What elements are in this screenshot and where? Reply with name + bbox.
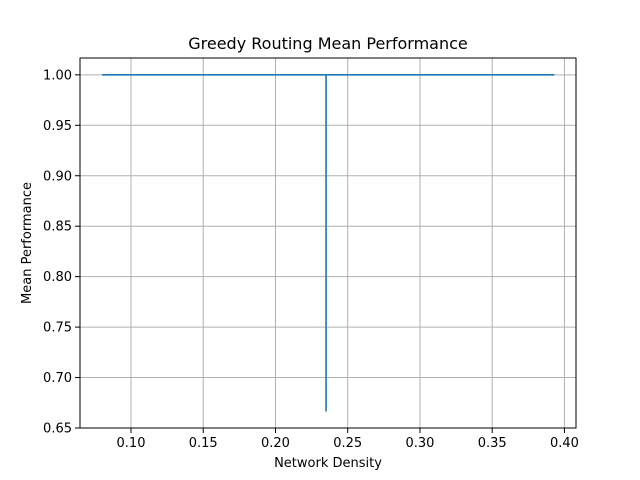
grid-layer	[80, 58, 576, 429]
ticks-layer: 0.10 0.15 0.20 0.25 0.30 0.35 0.40 0.65 0.70 0.75…	[43, 68, 579, 451]
x-tick-label: 0.15	[189, 436, 218, 451]
y-tick-label: 1.00	[43, 68, 72, 83]
y-tick-label: 0.75	[43, 321, 72, 336]
series-layer	[102, 74, 555, 412]
x-axis-label: Network Density	[274, 456, 382, 471]
x-tick-label: 0.40	[550, 436, 579, 451]
y-tick-label: 0.80	[43, 270, 72, 285]
axes-frame	[79, 57, 577, 429]
x-tick-label: 0.20	[261, 436, 290, 451]
x-tick-label: 0.25	[333, 436, 362, 451]
x-tick-label: 0.10	[117, 436, 146, 451]
y-tick-label: 0.90	[43, 169, 72, 184]
y-axis-label: Mean Performance	[20, 182, 35, 304]
y-tick-label: 0.95	[43, 119, 72, 134]
x-tick-label: 0.35	[478, 436, 507, 451]
y-tick-label: 0.85	[43, 220, 72, 235]
y-tick-label: 0.70	[43, 371, 72, 386]
y-tick-label: 0.65	[43, 422, 72, 437]
x-tick-label: 0.30	[405, 436, 434, 451]
series-line	[102, 74, 555, 412]
chart-title: Greedy Routing Mean Performance	[188, 34, 468, 53]
